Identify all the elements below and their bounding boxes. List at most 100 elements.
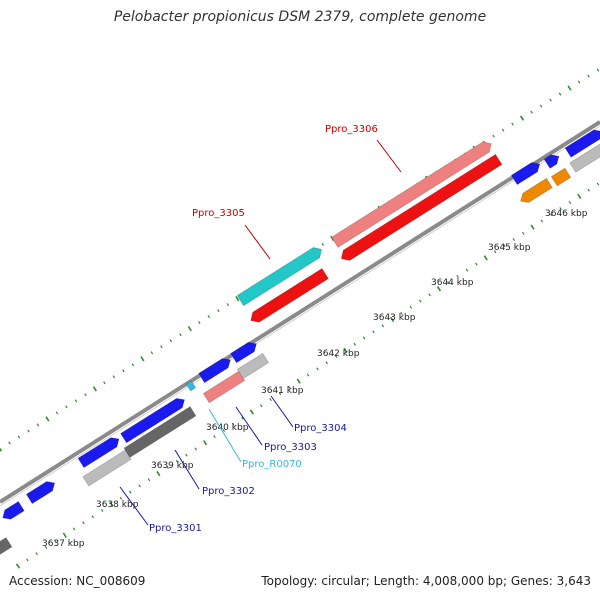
inner-tick [194,447,197,451]
cds-forward[interactable] [543,154,560,169]
inner-tick [316,367,319,371]
gene-leader-line [270,395,294,428]
inner-tick [249,409,254,415]
cds-reverse-red[interactable] [340,153,503,261]
gene-label-ppro-3306[interactable]: Ppro_3306 [325,124,378,135]
outer-tick [179,333,182,337]
outer-tick [207,315,211,319]
inner-tick-ring [15,182,600,569]
inner-tick [44,546,48,550]
outer-tick [549,98,552,102]
inner-tick [269,398,272,402]
ruler-label-3645: 3645 kbp [488,243,531,253]
ruler-label-3637: 3637 kbp [42,539,85,549]
cds-reverse[interactable] [569,143,600,173]
ruler-label-3646: 3646 kbp [545,209,588,219]
gene-labels: Ppro_3301 Ppro_3302 Ppro_R0070 Ppro_3303… [149,124,378,534]
inner-tick [343,347,348,353]
inner-tick [447,281,450,285]
gene-label-ppro-3301[interactable]: Ppro_3301 [149,523,202,534]
outer-tick [8,441,11,445]
cds-forward[interactable] [198,358,231,384]
inner-tick [185,453,188,457]
inner-tick [166,465,169,469]
inner-tick [456,274,459,278]
outer-tick [169,339,173,343]
cds-ppro-3304[interactable] [236,352,270,380]
outer-tick [160,345,163,349]
cds-reverse[interactable] [0,537,13,555]
inner-tick [503,244,506,248]
cds-ppro-3306[interactable] [331,141,492,248]
inner-tick [436,286,442,292]
accession-text: Accession: NC_008609 [9,574,146,588]
cds-forward[interactable] [25,481,56,505]
inner-tick [100,509,104,513]
outer-tick [330,235,335,242]
gene-leader-line [235,406,263,446]
cds-forward[interactable] [2,501,25,520]
inner-tick [540,219,544,223]
inner-tick [278,391,282,395]
cds-forward[interactable] [510,162,541,186]
cds-reverse-orange[interactable] [520,177,553,203]
feature-track [0,129,600,555]
inner-tick [203,440,208,446]
inner-tick [465,268,469,272]
outer-tick [530,110,533,114]
cds-forward[interactable] [230,341,257,364]
map-title: Pelobacter propionicus DSM 2379, complet… [113,9,487,25]
cds-ppro-3301[interactable] [82,449,132,487]
gene-leader-line [208,408,242,463]
gene-leader-line [244,224,271,260]
cds-forward[interactable] [564,129,600,158]
inner-tick [109,501,114,508]
cds-reverse-orange[interactable] [550,167,572,187]
outer-tick [501,128,505,132]
outer-tick [321,242,324,246]
inner-tick [419,299,422,303]
inner-tick [296,378,301,384]
gene-label-ppro-3302[interactable]: Ppro_3302 [202,486,255,497]
gene-label-ppro-r0070[interactable]: Ppro_R0070 [242,459,302,470]
cds-forward[interactable] [120,398,185,444]
inner-tick [156,470,161,477]
cds-reverse-red[interactable] [250,268,329,323]
outer-tick [226,303,230,307]
inner-tick [483,255,488,261]
ruler-label-3644: 3644 kbp [431,278,474,288]
inner-tick [259,404,263,408]
backbone-line [0,120,600,504]
ruler-label-3643: 3643 kbp [373,313,416,323]
gene-label-ppro-3303[interactable]: Ppro_3303 [264,442,317,453]
inner-tick [577,193,582,199]
gene-label-ppro-3305[interactable]: Ppro_3305 [192,208,245,219]
outer-tick [103,381,106,385]
cds-ppro-3303[interactable] [202,370,246,404]
cds-ppro-3302[interactable] [123,406,197,458]
outer-tick [217,309,220,313]
rna-ppro-r0070[interactable] [185,380,197,392]
inner-tick [129,490,132,494]
outer-tick [187,326,192,332]
gene-label-ppro-3304[interactable]: Ppro_3304 [294,423,347,434]
cds-ppro-3305[interactable] [236,247,322,307]
inner-tick [521,231,525,235]
gene-leader-line [174,449,200,490]
cds-forward[interactable] [77,437,120,469]
outer-tick [520,115,525,121]
outer-tick [131,363,135,367]
inner-tick [549,213,553,217]
inner-tick [372,330,375,334]
outer-tick [65,405,68,409]
inner-tick [428,293,431,297]
inner-tick [91,515,95,519]
outer-tick [587,74,590,78]
outer-tick [0,447,3,452]
gene-leader-line [376,139,402,173]
outer-tick [122,369,125,373]
ruler-labels: 3637 kbp 3638 kbp 3639 kbp 3640 kbp 3641… [42,209,588,549]
inner-tick [72,527,76,531]
